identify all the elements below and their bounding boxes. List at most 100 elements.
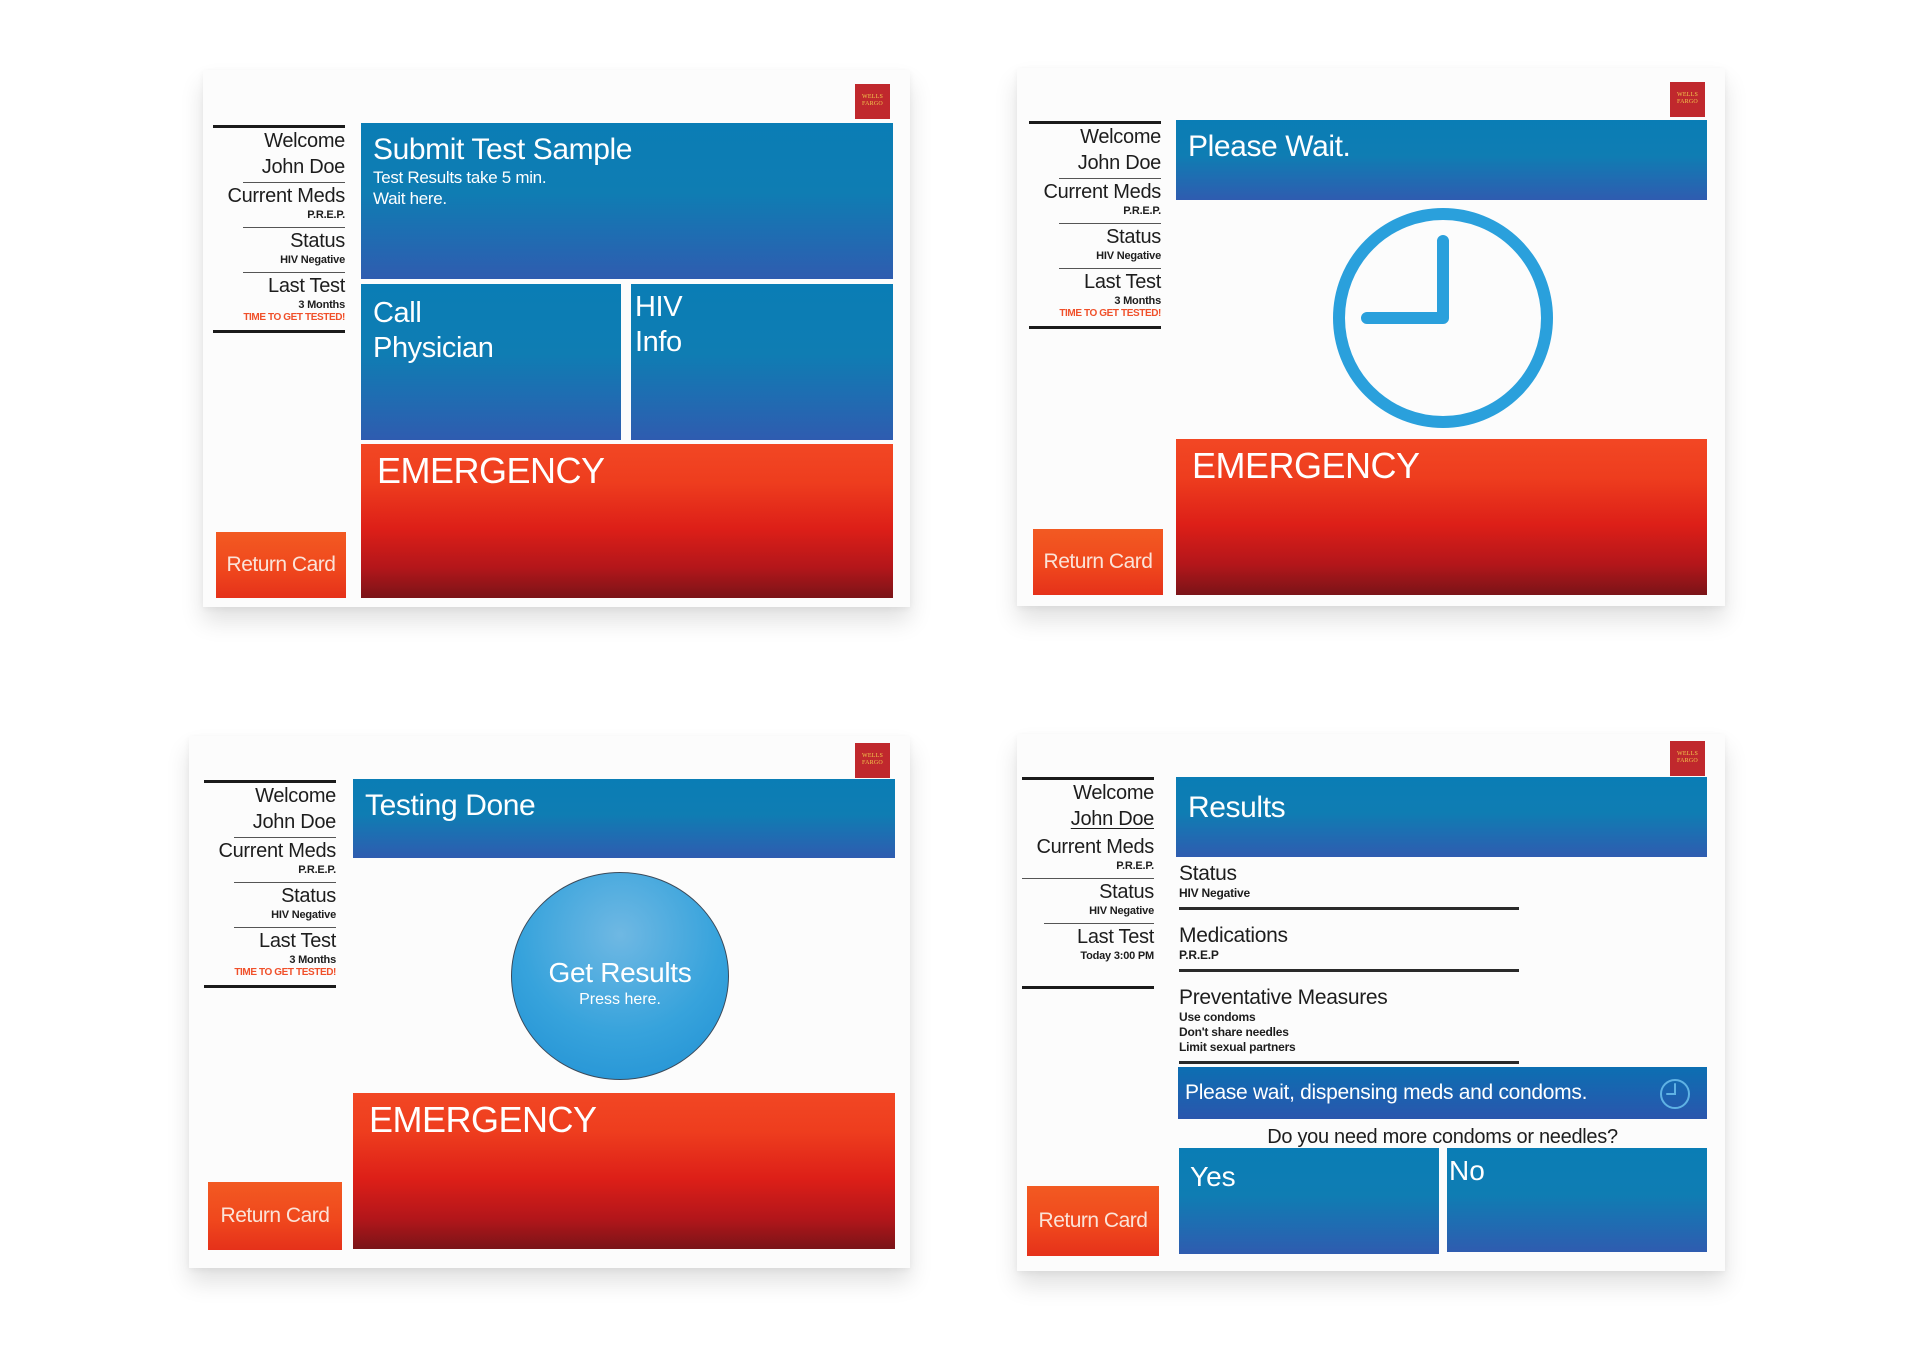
status-label: Status <box>281 885 336 907</box>
sidebar-bottom-rule <box>204 985 336 988</box>
status-label: Status <box>1106 226 1161 248</box>
result-heading: Preventative Measures <box>1179 986 1388 1009</box>
patient-name: John Doe <box>1070 808 1155 830</box>
patient-sidebar: Welcome John Doe Current Meds P.R.E.P. S… <box>1022 777 1154 989</box>
results-list: Status HIV Negative Medications P.R.E.P … <box>1179 862 1519 1078</box>
last-test-value: 3 Months <box>289 954 336 966</box>
no-button[interactable]: No <box>1447 1148 1707 1252</box>
status-label: Status <box>290 230 345 252</box>
clock-icon <box>1659 1078 1691 1116</box>
patient-sidebar: Welcome John Doe Current Meds P.R.E.P. S… <box>213 125 345 333</box>
result-value: Limit sexual partners <box>1179 1040 1296 1054</box>
current-meds-value: P.R.E.P. <box>1123 205 1161 217</box>
last-test-value: 3 Months <box>298 299 345 311</box>
get-results-button[interactable]: Get Results Press here. <box>511 872 729 1080</box>
last-test-label: Last Test <box>1084 271 1161 293</box>
welcome-label: Welcome <box>1073 782 1154 804</box>
test-reminder-warning: TIME TO GET TESTED! <box>243 312 345 323</box>
no-label: No <box>1449 1155 1485 1186</box>
yes-label: Yes <box>1190 1161 1236 1192</box>
sidebar-bottom-rule <box>213 330 345 333</box>
get-results-label: Get Results <box>548 957 692 988</box>
patient-sidebar: Welcome John Doe Current Meds P.R.E.P. S… <box>1029 121 1161 329</box>
return-card-button[interactable]: Return Card <box>1027 1186 1159 1256</box>
sidebar-divider <box>243 227 345 228</box>
return-card-button[interactable]: Return Card <box>1033 529 1163 595</box>
test-reminder-warning: TIME TO GET TESTED! <box>1059 308 1161 319</box>
sidebar-divider <box>1059 223 1161 224</box>
yes-button[interactable]: Yes <box>1179 1148 1439 1254</box>
welcome-label: Welcome <box>264 130 345 152</box>
sidebar-bottom-rule <box>1029 326 1161 329</box>
current-meds-label: Current Meds <box>218 840 336 862</box>
call-physician-label: Physician <box>373 332 494 364</box>
wells-fargo-logo: WELLS FARGO <box>855 743 890 778</box>
sidebar-divider <box>234 927 336 928</box>
clock-icon <box>1330 205 1556 431</box>
result-item-preventative-measures: Preventative Measures Use condoms Don't … <box>1179 986 1519 1064</box>
current-meds-value: P.R.E.P. <box>307 209 345 221</box>
dispensing-status-bar: Please wait, dispensing meds and condoms… <box>1178 1067 1707 1119</box>
result-value: HIV Negative <box>1179 886 1250 900</box>
wells-fargo-logo: WELLS FARGO <box>1670 741 1705 776</box>
emergency-button[interactable]: EMERGENCY <box>1176 439 1707 595</box>
please-wait-banner: Please Wait. <box>1176 120 1707 200</box>
wells-fargo-logo: WELLS FARGO <box>1670 82 1705 117</box>
call-physician-label: Call <box>373 297 422 329</box>
status-value: HIV Negative <box>280 254 345 266</box>
submit-test-title: Submit Test Sample <box>373 133 633 166</box>
status-value: HIV Negative <box>1096 250 1161 262</box>
results-banner: Results <box>1176 777 1707 857</box>
status-label: Status <box>1099 881 1154 903</box>
submit-test-sample-button[interactable]: Submit Test Sample Test Results take 5 m… <box>361 123 893 279</box>
sidebar-divider <box>1044 923 1154 924</box>
supplies-question: Do you need more condoms or needles? <box>1267 1126 1618 1148</box>
last-test-label: Last Test <box>268 275 345 297</box>
kiosk-screen-please-wait: WELLS FARGO Welcome John Doe Current Med… <box>1017 68 1725 606</box>
kiosk-screen-results: WELLS FARGO Welcome John Doe Current Med… <box>1017 734 1725 1271</box>
result-item-status: Status HIV Negative <box>1179 862 1519 910</box>
status-value: HIV Negative <box>271 909 336 921</box>
current-meds-value: P.R.E.P. <box>1116 860 1154 872</box>
last-test-value: Today 3:00 PM <box>1080 950 1154 962</box>
return-card-button[interactable]: Return Card <box>208 1182 342 1250</box>
result-value: Don't share needles <box>1179 1025 1289 1039</box>
kiosk-screen-testing-done: WELLS FARGO Welcome John Doe Current Med… <box>189 736 910 1268</box>
testing-done-banner: Testing Done <box>353 779 895 858</box>
result-heading: Status <box>1179 862 1237 885</box>
return-card-button[interactable]: Return Card <box>216 532 346 598</box>
current-meds-label: Current Meds <box>1036 836 1154 858</box>
emergency-label: EMERGENCY <box>1192 445 1420 486</box>
sidebar-divider <box>234 882 336 883</box>
wells-fargo-logo: WELLS FARGO <box>855 84 890 119</box>
get-results-hint: Press here. <box>579 991 661 1008</box>
current-meds-label: Current Meds <box>1043 181 1161 203</box>
kiosk-screen-submit-sample: WELLS FARGO Welcome John Doe Current Med… <box>203 70 910 607</box>
emergency-button[interactable]: EMERGENCY <box>353 1093 895 1249</box>
result-value: Use condoms <box>1179 1010 1256 1024</box>
last-test-label: Last Test <box>1077 926 1154 948</box>
sidebar-divider <box>1059 178 1161 179</box>
submit-test-wait: Wait here. <box>373 189 447 208</box>
sidebar-divider <box>243 182 345 183</box>
hiv-info-label: HIV <box>635 291 683 323</box>
submit-test-info: Test Results take 5 min. <box>373 168 547 187</box>
hiv-info-button[interactable]: HIV Info <box>631 284 893 440</box>
patient-sidebar: Welcome John Doe Current Meds P.R.E.P. S… <box>204 780 336 988</box>
please-wait-title: Please Wait. <box>1188 130 1351 163</box>
call-physician-button[interactable]: Call Physician <box>361 284 621 440</box>
sidebar-divider <box>243 272 345 273</box>
patient-name: John Doe <box>252 811 337 833</box>
sidebar-bottom-rule <box>1022 986 1154 989</box>
hiv-info-label: Info <box>635 326 682 358</box>
current-meds-value: P.R.E.P. <box>298 864 336 876</box>
sidebar-divider <box>1022 878 1154 879</box>
emergency-button[interactable]: EMERGENCY <box>361 444 893 598</box>
emergency-label: EMERGENCY <box>377 450 605 491</box>
testing-done-title: Testing Done <box>365 789 536 822</box>
last-test-label: Last Test <box>259 930 336 952</box>
emergency-label: EMERGENCY <box>369 1099 597 1140</box>
result-item-medications: Medications P.R.E.P <box>1179 924 1519 972</box>
patient-name: John Doe <box>261 156 346 178</box>
welcome-label: Welcome <box>1080 126 1161 148</box>
